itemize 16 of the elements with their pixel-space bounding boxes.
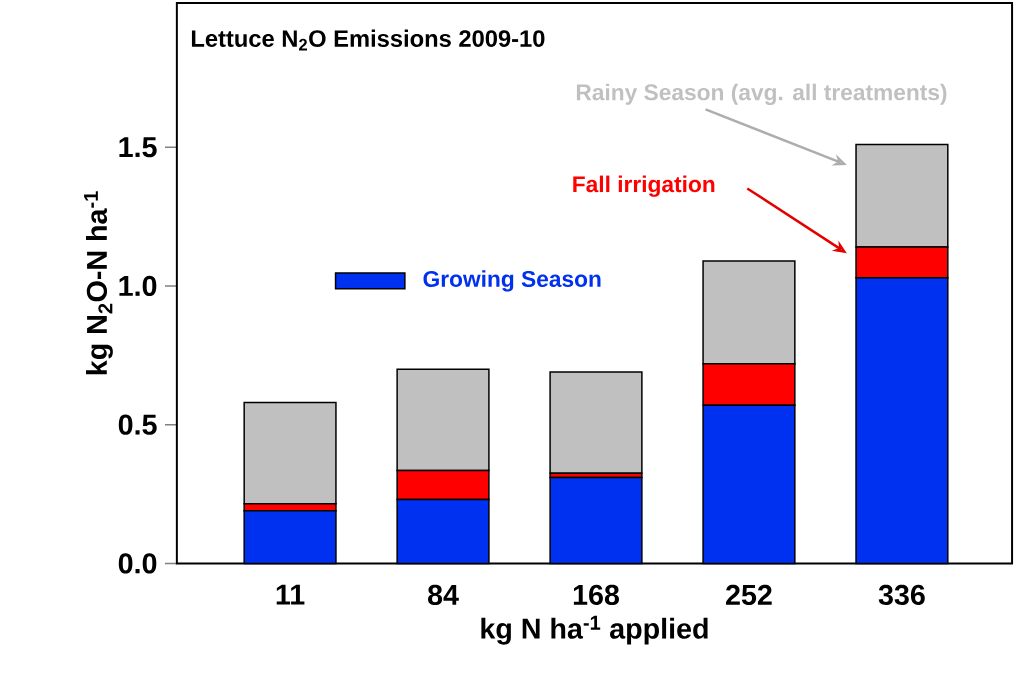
x-axis-title: kg N ha$^{-1}$ applied (481, 615, 708, 645)
x-tick-label: 11 (276, 584, 305, 605)
y-tick-label: 1.0 (119, 275, 157, 296)
legend-label: Growing Season (423, 270, 601, 292)
text: Lettuce N$_{2}$O Emissions 2009-10 (191, 29, 545, 51)
x-tick-label: 84 (428, 584, 459, 605)
x-tick-label: 336 (878, 584, 925, 605)
y-tick-label: 0.0 (118, 553, 157, 574)
x-tick-label: 168 (573, 584, 619, 605)
bar (549, 370, 643, 474)
y-tick-label: 0.5 (118, 414, 157, 435)
text: Fall irrigation (573, 175, 715, 197)
y-tick-label: 1.5 (119, 137, 157, 157)
y-axis-title: kg N$_{2}$O-N ha$^{-1}$ (84, 190, 113, 374)
x-tick-label: 252 (726, 584, 772, 605)
series-label: Rainy Season (avg. all treatments) (576, 83, 947, 105)
